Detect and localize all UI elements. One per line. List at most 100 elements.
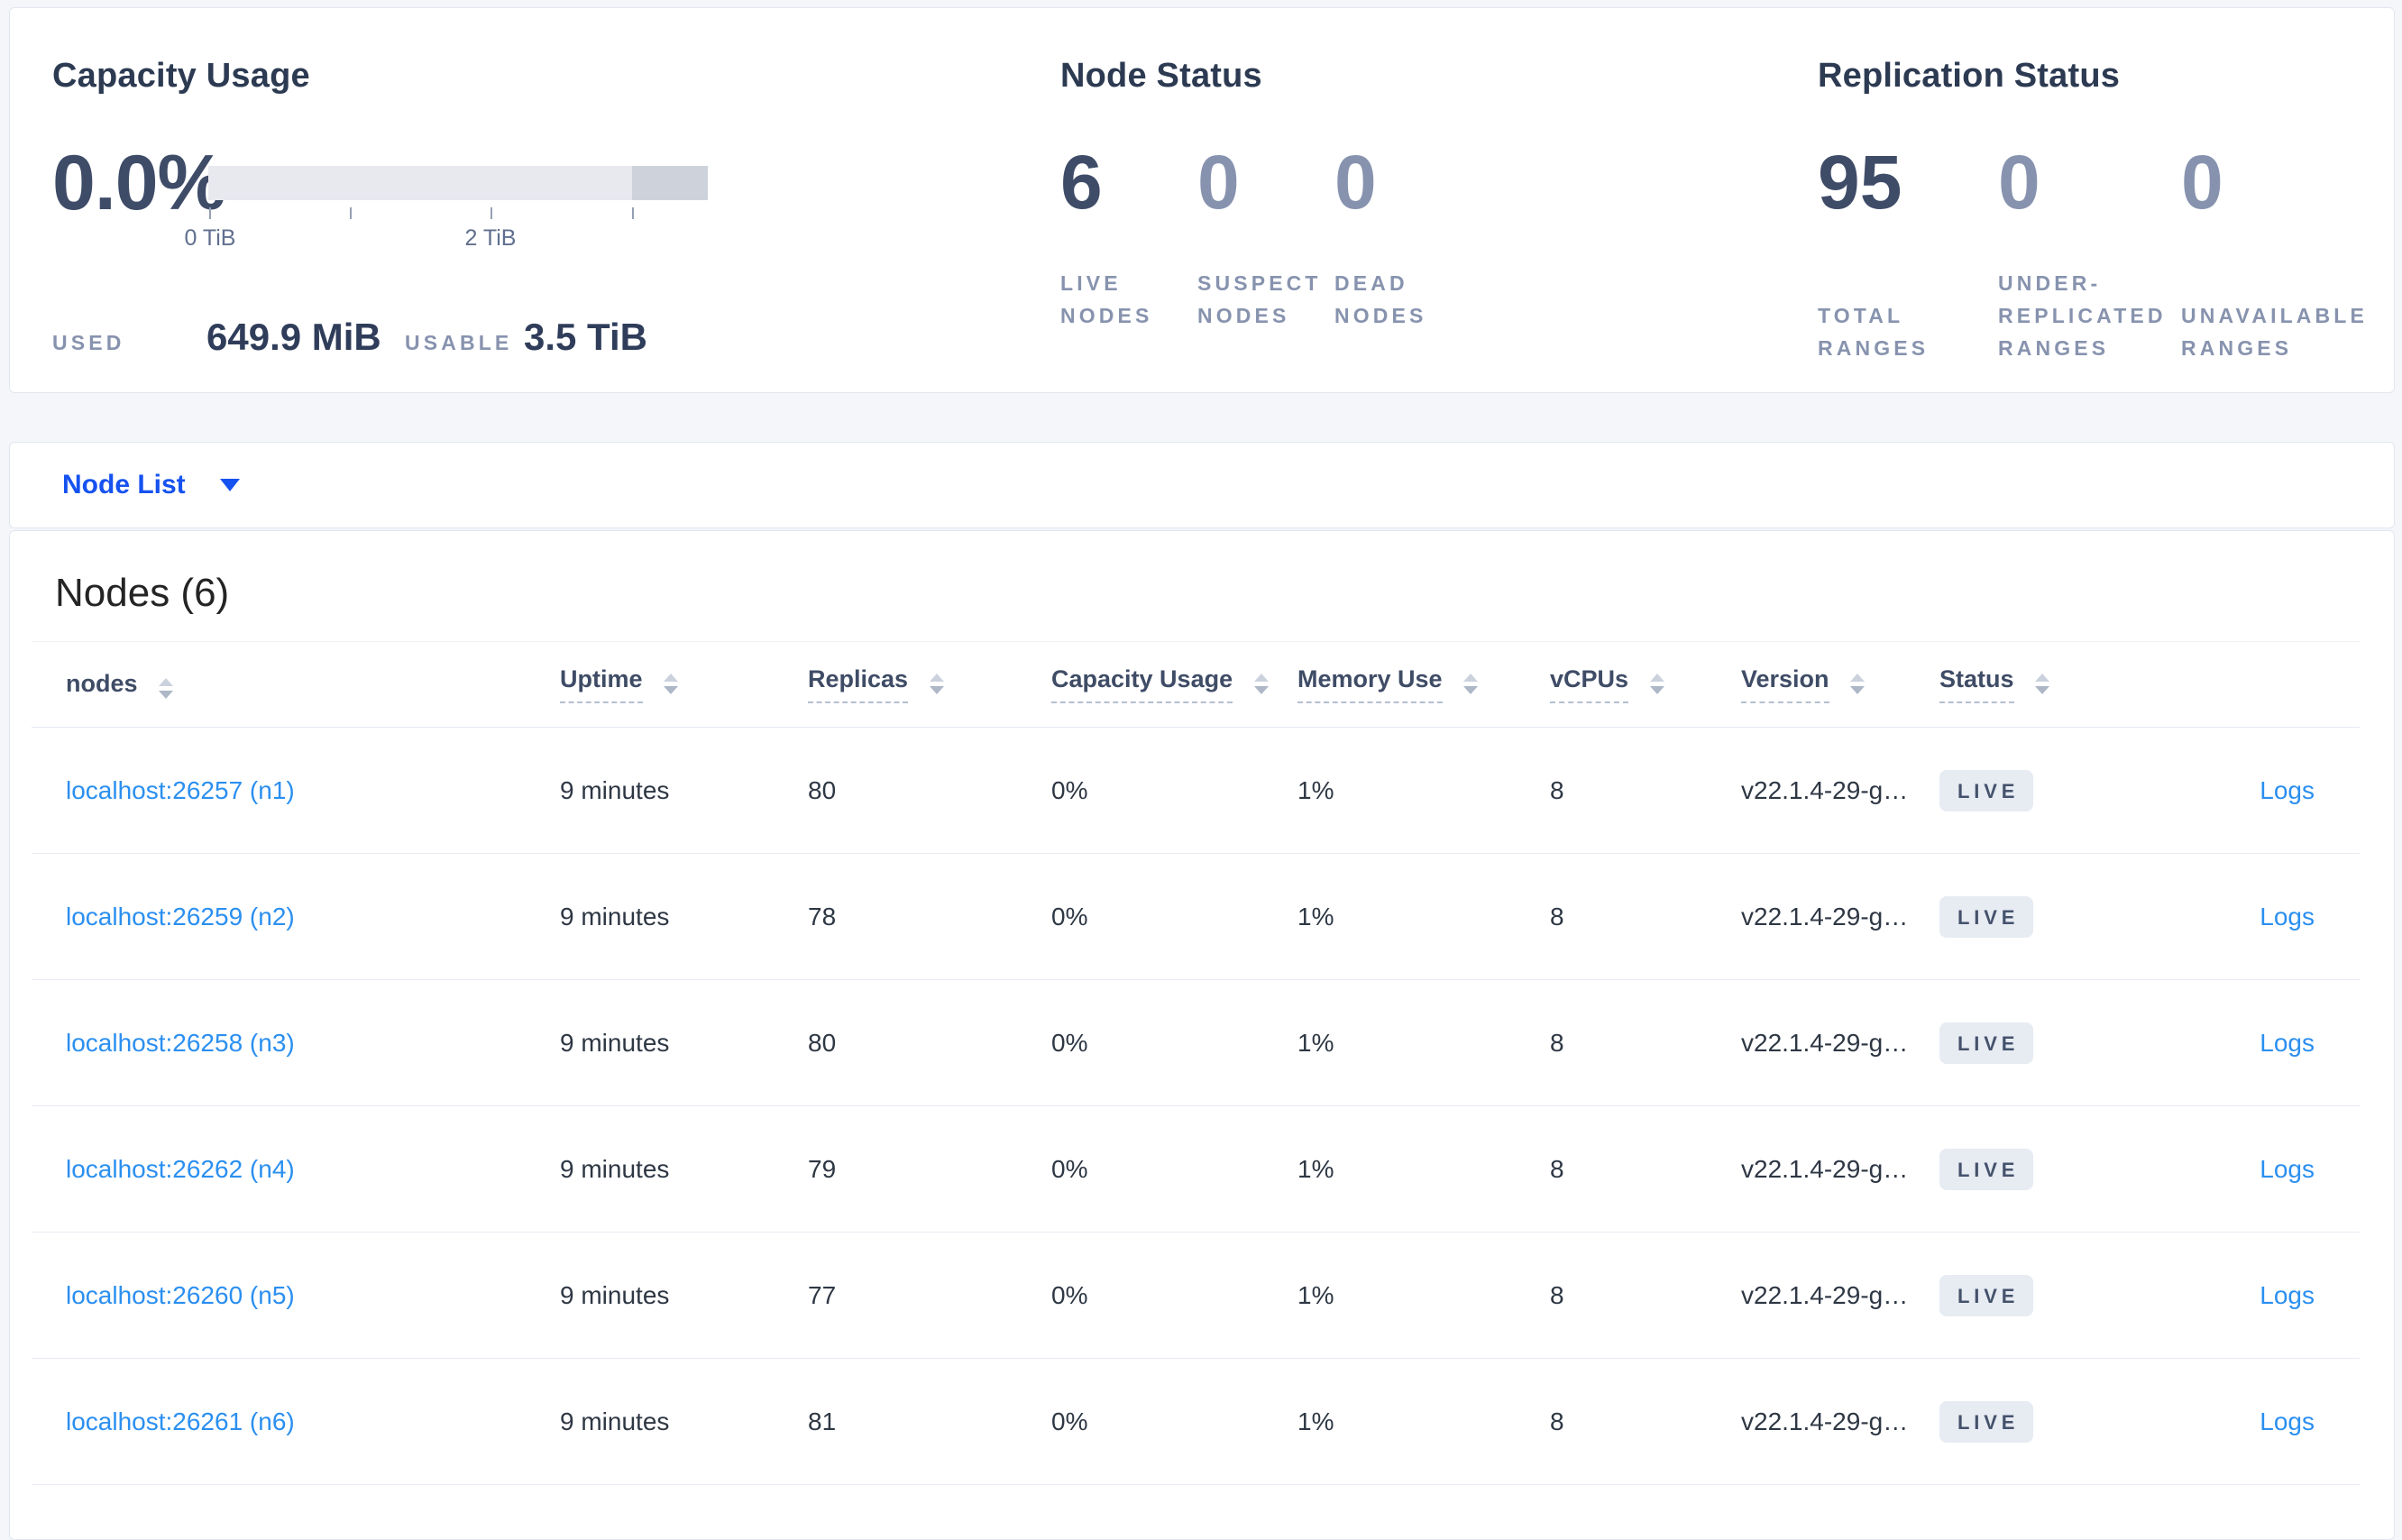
replicas-cell: 78 xyxy=(808,902,837,930)
node-link[interactable]: localhost:26257 (n1) xyxy=(66,775,295,804)
column-header-replicas[interactable]: Replicas xyxy=(808,642,1051,728)
uptime-cell: 9 minutes xyxy=(560,1280,670,1309)
status-badge: LIVE xyxy=(1939,895,2034,938)
column-header-version[interactable]: Version xyxy=(1741,642,1939,728)
memory-cell: 1% xyxy=(1297,1407,1334,1435)
node-cell: localhost:26258 (n3) xyxy=(32,980,560,1106)
version-cell: v22.1.4-29-g… xyxy=(1741,1154,1909,1183)
memory-cell: 1% xyxy=(1297,1154,1334,1183)
logs-link[interactable]: Logs xyxy=(2260,902,2315,930)
capacity-stats-row: USED 649.9 MiB USABLE 3.5 TiB xyxy=(52,316,1060,359)
replicas-cell: 80 xyxy=(808,1028,837,1057)
sort-icon[interactable] xyxy=(1253,674,1269,694)
capacity-usage-section: Capacity Usage 0.0% 0 TiB 2 TiB USED 649… xyxy=(52,42,1060,392)
status-cell: LIVE xyxy=(1939,980,2192,1106)
logs-link[interactable]: Logs xyxy=(2260,775,2315,804)
unavailable-ranges-value: 0 xyxy=(2181,140,2223,225)
node-cell: localhost:26261 (n6) xyxy=(32,1359,560,1485)
logs-link[interactable]: Logs xyxy=(2260,1407,2315,1435)
vcpus-cell: 8 xyxy=(1550,1407,1564,1435)
node-link[interactable]: localhost:26260 (n5) xyxy=(66,1280,295,1309)
column-header-uptime[interactable]: Uptime xyxy=(560,642,808,728)
table-row: localhost:26262 (n4) 9 minutes 79 0% 1% … xyxy=(32,1106,2360,1233)
capacity-cell: 0% xyxy=(1051,1407,1088,1435)
live-nodes-label: LIVE NODES xyxy=(1060,271,1153,327)
column-header-capacity-usage[interactable]: Capacity Usage xyxy=(1051,642,1297,728)
sort-icon[interactable] xyxy=(2035,674,2050,694)
version-cell: v22.1.4-29-g… xyxy=(1741,1407,1909,1435)
uptime-cell: 9 minutes xyxy=(560,1407,670,1435)
vcpus-cell: 8 xyxy=(1550,1028,1564,1057)
nodes-table-title: Nodes (6) xyxy=(55,571,230,615)
capacity-bar-track xyxy=(208,166,708,200)
logs-cell: Logs xyxy=(2192,854,2360,980)
sort-icon[interactable] xyxy=(159,678,174,699)
under-replicated-ranges-label: UNDER-REPLICATED RANGES xyxy=(1998,271,2167,360)
status-badge: LIVE xyxy=(1939,1274,2034,1316)
vcpus-cell: 8 xyxy=(1550,775,1564,804)
axis-tick xyxy=(490,207,492,219)
column-header-logs xyxy=(2192,642,2360,728)
column-header-memory-use[interactable]: Memory Use xyxy=(1297,642,1550,728)
sort-icon[interactable] xyxy=(1649,674,1664,694)
node-status-title: Node Status xyxy=(1060,57,1262,95)
column-header-nodes[interactable]: nodes xyxy=(32,642,560,728)
capacity-gauge: 0.0% 0 TiB 2 TiB xyxy=(52,140,1060,251)
logs-cell: Logs xyxy=(2192,728,2360,854)
total-ranges-value: 95 xyxy=(1818,140,1902,225)
node-link[interactable]: localhost:26261 (n6) xyxy=(66,1407,295,1435)
uptime-cell: 9 minutes xyxy=(560,902,670,930)
node-list-dropdown[interactable]: Node List xyxy=(62,470,240,500)
node-cell: localhost:26257 (n1) xyxy=(32,728,560,854)
table-row: localhost:26259 (n2) 9 minutes 78 0% 1% … xyxy=(32,854,2360,980)
live-nodes-value: 6 xyxy=(1060,140,1103,225)
status-cell: LIVE xyxy=(1939,1233,2192,1359)
uptime-cell: 9 minutes xyxy=(560,1028,670,1057)
usable-label: USABLE xyxy=(405,331,513,354)
replication-status-title: Replication Status xyxy=(1818,57,2121,95)
node-link[interactable]: localhost:26262 (n4) xyxy=(66,1154,295,1183)
suspect-nodes-value: 0 xyxy=(1197,140,1240,225)
nodes-table-card: Nodes (6) nodes Uptime xyxy=(9,530,2395,1540)
version-cell: v22.1.4-29-g… xyxy=(1741,1028,1909,1057)
sort-icon[interactable] xyxy=(664,674,679,694)
column-header-vcpus[interactable]: vCPUs xyxy=(1550,642,1741,728)
chevron-down-icon[interactable] xyxy=(219,479,240,491)
replicas-cell: 80 xyxy=(808,775,837,804)
memory-cell: 1% xyxy=(1297,1280,1334,1309)
cluster-summary-card: Capacity Usage 0.0% 0 TiB 2 TiB USED 649… xyxy=(9,7,2395,393)
status-badge: LIVE xyxy=(1939,1400,2034,1443)
axis-tick xyxy=(632,207,634,219)
table-row: localhost:26257 (n1) 9 minutes 80 0% 1% … xyxy=(32,728,2360,854)
view-selector-bar: Node List xyxy=(9,442,2395,528)
capacity-bar-reserved-segment xyxy=(631,166,708,200)
status-cell: LIVE xyxy=(1939,854,2192,980)
status-badge: LIVE xyxy=(1939,769,2034,811)
table-row: localhost:26258 (n3) 9 minutes 80 0% 1% … xyxy=(32,980,2360,1106)
under-replicated-ranges-value: 0 xyxy=(1998,140,2040,225)
logs-cell: Logs xyxy=(2192,1233,2360,1359)
axis-tick xyxy=(209,207,211,219)
memory-cell: 1% xyxy=(1297,775,1334,804)
replication-status-section: Replication Status 95 0 0 TOTAL RANGES U… xyxy=(1818,42,2377,392)
column-header-status[interactable]: Status xyxy=(1939,642,2192,728)
node-link[interactable]: localhost:26258 (n3) xyxy=(66,1028,295,1057)
sort-icon[interactable] xyxy=(929,674,944,694)
sort-icon[interactable] xyxy=(1850,674,1866,694)
vcpus-cell: 8 xyxy=(1550,1280,1564,1309)
capacity-usage-title: Capacity Usage xyxy=(52,57,310,95)
sort-icon[interactable] xyxy=(1463,674,1479,694)
capacity-cell: 0% xyxy=(1051,1154,1088,1183)
dead-nodes-value: 0 xyxy=(1334,140,1377,225)
status-cell: LIVE xyxy=(1939,728,2192,854)
status-badge: LIVE xyxy=(1939,1022,2034,1064)
nodes-table-body: localhost:26257 (n1) 9 minutes 80 0% 1% … xyxy=(32,728,2360,1485)
logs-link[interactable]: Logs xyxy=(2260,1280,2315,1309)
capacity-percent-value: 0.0% xyxy=(52,140,226,226)
logs-cell: Logs xyxy=(2192,980,2360,1106)
logs-link[interactable]: Logs xyxy=(2260,1154,2315,1183)
logs-link[interactable]: Logs xyxy=(2260,1028,2315,1057)
node-link[interactable]: localhost:26259 (n2) xyxy=(66,902,295,930)
memory-cell: 1% xyxy=(1297,1028,1334,1057)
